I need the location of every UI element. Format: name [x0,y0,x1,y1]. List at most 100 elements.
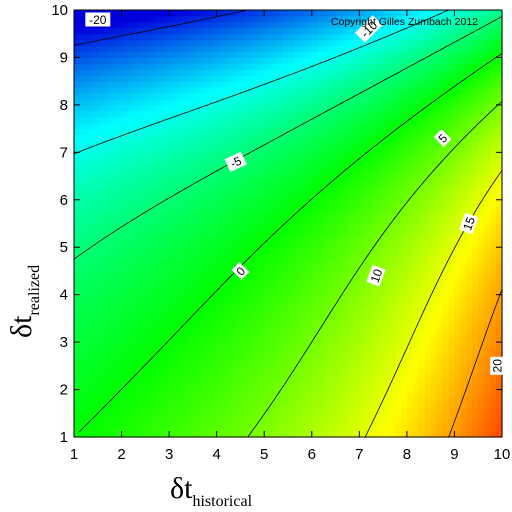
heatmap-cell [335,181,343,189]
heatmap-cell [412,116,420,124]
heatmap-cell [127,122,135,130]
heatmap-cell [258,152,265,159]
heatmap-cell [317,377,325,385]
heatmap-cell [115,241,123,248]
heatmap-cell [430,282,438,290]
heatmap-cell [97,330,105,337]
heatmap-cell [151,431,158,438]
heatmap-cell [430,104,438,112]
heatmap-cell [377,365,384,373]
heatmap-cell [353,383,360,391]
heatmap-cell [121,401,129,408]
heatmap-cell [270,365,277,373]
heatmap-cell [216,306,224,314]
heatmap-cell [169,371,176,379]
heatmap-cell [311,353,319,361]
heatmap-cell [121,253,129,260]
heatmap-cell [192,389,200,397]
heatmap-cell [252,116,259,124]
heatmap-cell [115,324,123,331]
heatmap-cell [139,33,146,41]
heatmap-cell [329,253,337,260]
heatmap-cell [359,247,366,254]
heatmap-cell [317,181,325,189]
heatmap-cell [424,211,432,219]
heatmap-cell [97,265,105,272]
heatmap-cell [454,324,461,331]
heatmap-cell [323,45,331,53]
heatmap-cell [389,181,396,189]
heatmap-cell [353,57,360,64]
heatmap-cell [169,140,176,147]
heatmap-cell [222,276,230,284]
heatmap-cell [406,330,414,337]
heatmap-cell [436,176,444,183]
heatmap-cell [448,336,456,343]
heatmap-cell [359,199,366,207]
heatmap-cell [204,164,212,171]
heatmap-cell [412,98,420,106]
heatmap-cell [270,170,277,177]
heatmap-cell [311,253,319,260]
heatmap-cell [484,134,491,142]
heatmap-cell [163,146,170,153]
heatmap-cell [121,152,129,159]
heatmap-cell [103,288,111,296]
heatmap-cell [400,407,408,414]
heatmap-cell [311,27,319,35]
heatmap-cell [395,241,402,248]
heatmap-cell [234,45,242,53]
heatmap-cell [169,110,176,118]
heatmap-cell [490,300,497,308]
heatmap-cell [192,51,200,59]
heatmap-cell [412,371,420,379]
heatmap-cell [305,81,313,88]
heatmap-cell [151,116,158,124]
heatmap-cell [175,377,182,385]
heatmap-cell [222,407,230,414]
heatmap-cell [139,389,146,397]
heatmap-cell [311,181,319,189]
heatmap-cell [175,217,182,225]
heatmap-cell [270,318,277,325]
heatmap-cell [448,27,456,35]
heatmap-cell [436,247,444,254]
heatmap-cell [103,140,111,147]
heatmap-cell [91,134,99,142]
heatmap-cell [175,300,182,308]
heatmap-cell [91,211,99,219]
heatmap-cell [466,199,473,207]
heatmap-cell [103,336,111,343]
heatmap-cell [389,205,396,213]
heatmap-cell [299,33,307,41]
heatmap-cell [359,294,366,302]
heatmap-cell [240,407,247,414]
heatmap-cell [472,33,479,41]
heatmap-cell [121,425,129,432]
heatmap-cell [484,176,491,183]
heatmap-cell [490,75,497,82]
heatmap-cell [448,122,456,130]
heatmap-cell [341,110,349,118]
heatmap-cell [436,140,444,147]
heatmap-cell [496,69,503,76]
heatmap-cell [496,181,503,189]
heatmap-cell [157,75,164,82]
heatmap-cell [97,104,105,112]
heatmap-cell [157,181,164,189]
heatmap-cell [377,217,384,225]
heatmap-cell [145,57,152,64]
heatmap-cell [79,318,87,325]
heatmap-cell [466,235,473,242]
heatmap-cell [472,158,479,165]
heatmap-cell [115,265,123,272]
heatmap-cell [288,330,295,337]
heatmap-cell [204,395,212,403]
heatmap-cell [270,377,277,385]
heatmap-cell [258,294,265,302]
heatmap-cell [329,401,337,408]
heatmap-cell [85,383,93,391]
heatmap-cell [192,282,200,290]
heatmap-cell [192,324,200,331]
heatmap-cell [359,306,366,314]
